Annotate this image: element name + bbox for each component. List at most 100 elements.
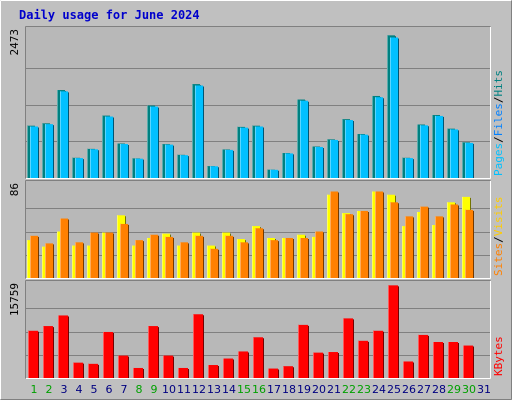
files-bar (360, 134, 369, 178)
kbytes-bar (58, 315, 69, 378)
sites-bar (195, 235, 204, 278)
kbytes-bar-body (58, 315, 68, 378)
files-bar-body (330, 139, 338, 178)
files-bar (390, 37, 399, 179)
sites-bar (255, 228, 264, 278)
day-label: 6 (106, 383, 113, 396)
day-label: 13 (207, 383, 221, 396)
files-bar (30, 126, 39, 178)
kbytes-bar (358, 340, 369, 378)
files-bar (45, 124, 54, 178)
sites-bar-body (150, 234, 158, 278)
files-bar-body (45, 124, 53, 178)
day-label: 26 (402, 383, 416, 396)
files-bar (150, 106, 159, 178)
day-label: 22 (342, 383, 356, 396)
kbytes-bar (463, 345, 474, 378)
files-bar-body (465, 142, 473, 178)
files-bar (75, 158, 84, 178)
sites-bar (45, 243, 54, 278)
sites-bar (270, 240, 279, 278)
files-bar-body (420, 125, 428, 178)
sites-bar (300, 237, 309, 278)
kbytes-bar-body (268, 368, 278, 378)
legend-pages: Pages (492, 143, 505, 176)
day-label: 29 (447, 383, 461, 396)
day-label: 7 (121, 383, 128, 396)
sites-bar (225, 235, 234, 278)
kbytes-bar-body (118, 355, 128, 378)
sites-bar (165, 236, 174, 278)
day-label: 23 (357, 383, 371, 396)
files-bar-body (345, 120, 353, 178)
kbytes-bar-body (343, 318, 353, 378)
sites-bar-body (375, 191, 383, 278)
legend-visits: Visits (492, 197, 505, 237)
kbytes-bar (313, 352, 324, 378)
files-bar (135, 158, 144, 178)
sites-bar (315, 231, 324, 278)
kbytes-bar-body (283, 366, 293, 378)
files-bar (180, 155, 189, 178)
files-bar-body (90, 149, 98, 178)
files-bar-body (375, 97, 383, 178)
kbytes-bar-body (148, 326, 158, 378)
sites-bar (330, 191, 339, 278)
sites-bar-body (195, 235, 203, 278)
kbytes-bar (88, 363, 99, 378)
kbytes-bar-body (88, 363, 98, 378)
sites-bar (360, 210, 369, 278)
kbytes-bar (328, 352, 339, 378)
day-label: 20 (312, 383, 326, 396)
kbytes-bar (178, 367, 189, 378)
sites-bar (375, 191, 384, 278)
kbytes-bar-body (448, 342, 458, 378)
files-bar-body (180, 155, 188, 178)
files-bar-body (435, 115, 443, 178)
files-bar (210, 166, 219, 178)
sites-bar-body (390, 202, 398, 278)
files-bar-body (30, 126, 38, 178)
files-bar (450, 129, 459, 178)
day-label: 1 (31, 383, 38, 396)
sites-bar (180, 242, 189, 278)
day-label: 25 (387, 383, 401, 396)
kbytes-bar-body (253, 337, 263, 378)
sites-bar-body (75, 242, 83, 278)
kbytes-bar-body (463, 345, 473, 378)
sites-bar-body (255, 228, 263, 278)
legend-files: Files (492, 103, 505, 136)
files-bar (315, 146, 324, 178)
files-bar (255, 126, 264, 178)
sites-bar (90, 232, 99, 278)
sites-bar-body (90, 232, 98, 278)
sites-bar-body (345, 214, 353, 278)
kbytes-bar (193, 314, 204, 378)
files-bar (435, 115, 444, 178)
sites-bar (60, 218, 69, 278)
sites-bar (120, 223, 129, 278)
files-bar-body (270, 169, 278, 178)
files-bar (225, 149, 234, 178)
day-label: 12 (192, 383, 206, 396)
files-bar-body (225, 149, 233, 178)
sites-bar (345, 214, 354, 278)
kbytes-bar (403, 361, 414, 378)
files-bar (240, 127, 249, 178)
sites-bar (285, 237, 294, 278)
files-bar (120, 144, 129, 178)
files-bar-body (150, 106, 158, 178)
files-bar (165, 144, 174, 178)
kbytes-bar-body (208, 365, 218, 378)
sites-bar (450, 204, 459, 278)
kbytes-bar-body (28, 330, 38, 378)
kbytes-bar (43, 326, 54, 378)
files-bar-body (60, 91, 68, 178)
files-bar-body (360, 134, 368, 178)
day-label: 3 (61, 383, 68, 396)
kbytes-bar (388, 285, 399, 378)
panel-kbytes-legend: KBytes (492, 336, 505, 376)
kbytes-bar (223, 358, 234, 378)
